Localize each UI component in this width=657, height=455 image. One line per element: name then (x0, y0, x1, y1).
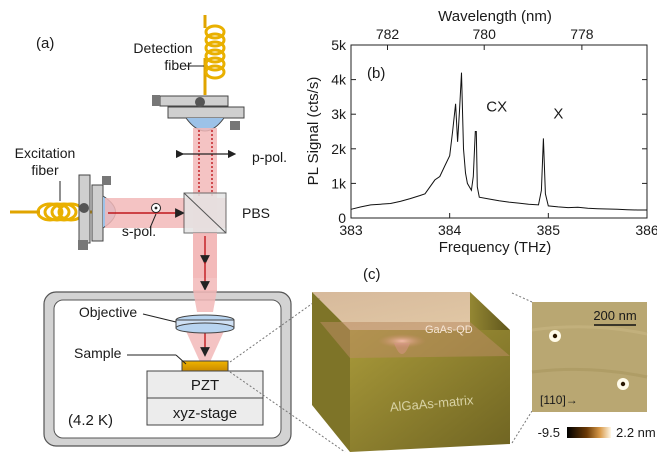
p-pol-label: p-pol. (252, 149, 287, 165)
detection-mount (152, 95, 245, 132)
y-tick-label: 2k (331, 141, 347, 157)
top-tick-label: 778 (570, 26, 594, 42)
pl-spectrum-line (350, 72, 647, 211)
x-tick-label: 386 (635, 222, 657, 238)
colorbar-max-label: 2.2 nm (616, 425, 656, 440)
peak-label: CX (486, 99, 507, 116)
sample-label: Sample (74, 345, 122, 361)
matrix-label: AlGaAs-matrix (389, 392, 474, 414)
top-tick-label: 782 (376, 26, 400, 42)
objective-label: Objective (79, 304, 138, 320)
detection-fiber-label-2: fiber (164, 57, 192, 73)
stage-block (146, 397, 264, 426)
afm-background (532, 302, 647, 412)
afm-dot-1-center (552, 333, 558, 339)
panel-a-label: (a) (36, 35, 54, 52)
stage-label: xyz-stage (173, 405, 237, 422)
s-pol-dot (154, 206, 158, 210)
chart-x-ticks: 383 384 385 386 (339, 213, 657, 238)
afm-connector-upper (511, 292, 533, 303)
panel-b-chart: 0 1k 2k 3k 4k 5k 383 384 385 386 782 780 778 CX X (… (305, 8, 657, 256)
sample-pointer-2 (175, 354, 187, 365)
y-tick-label: 0 (338, 210, 346, 226)
afm-dot-2-center (620, 381, 626, 387)
afm-direction-label: [110]→ (540, 393, 578, 407)
chart-peak-labels: CX X (486, 99, 563, 123)
s-pol-pointer (149, 213, 157, 229)
chart-y-ticks: 0 1k 2k 3k 4k 5k (331, 37, 647, 226)
colorbar-min-label: -9.5 (538, 425, 560, 440)
y-tick-label: 3k (331, 106, 347, 122)
zoom-line-lower (229, 371, 346, 453)
excitation-fiber-label-1: Excitation (15, 145, 76, 161)
top-tick-label: 780 (473, 26, 497, 42)
chart-xlabel: Frequency (THz) (439, 239, 552, 256)
afm-connector-lower (511, 410, 533, 444)
chart-ylabel: PL Signal (cts/s) (305, 77, 322, 186)
objective-lens (175, 314, 235, 334)
chart-top-xlabel: Wavelength (nm) (438, 8, 552, 25)
afm-image (531, 302, 648, 412)
pbs-cube (183, 192, 227, 234)
quantum-dot-body (394, 343, 410, 354)
y-tick-label: 5k (331, 37, 347, 53)
zoom-line-upper (229, 297, 321, 363)
focus-cone-upper (193, 290, 217, 312)
afm-scale-label: 200 nm (593, 308, 636, 323)
panel-a: (a) Detection fiber (10, 15, 346, 453)
sample (181, 360, 229, 372)
panel-c: (c) GaAs-QD AlGaAs-matrix 200 nm (312, 266, 656, 452)
qd-label: GaAs-QD (425, 324, 473, 336)
s-pol-label: s-pol. (122, 223, 156, 239)
chart-frame (350, 44, 648, 219)
panel-c-label: (c) (363, 266, 381, 283)
detection-fiber-label-1: Detection (133, 40, 192, 56)
cube-front-face (350, 330, 510, 452)
afm-colorbar (567, 427, 611, 438)
pzt-label: PZT (191, 377, 219, 394)
x-tick-label: 383 (339, 222, 363, 238)
pbs-label: PBS (242, 205, 270, 221)
x-tick-label: 385 (537, 222, 561, 238)
objective-pointer (142, 313, 177, 323)
panel-b-label: (b) (367, 65, 385, 82)
x-tick-label: 384 (438, 222, 462, 238)
temperature-label: (4.2 K) (68, 412, 113, 429)
quantum-dot (378, 334, 426, 348)
detection-fiber-coil (203, 15, 226, 95)
peak-label: X (553, 105, 563, 122)
y-tick-label: 1k (331, 175, 347, 191)
qd-cube (312, 292, 510, 452)
chart-top-ticks: 782 780 778 (376, 26, 594, 50)
cube-top-face (312, 292, 510, 330)
y-tick-label: 4k (331, 72, 347, 88)
excitation-fiber-label-2: fiber (31, 162, 59, 178)
